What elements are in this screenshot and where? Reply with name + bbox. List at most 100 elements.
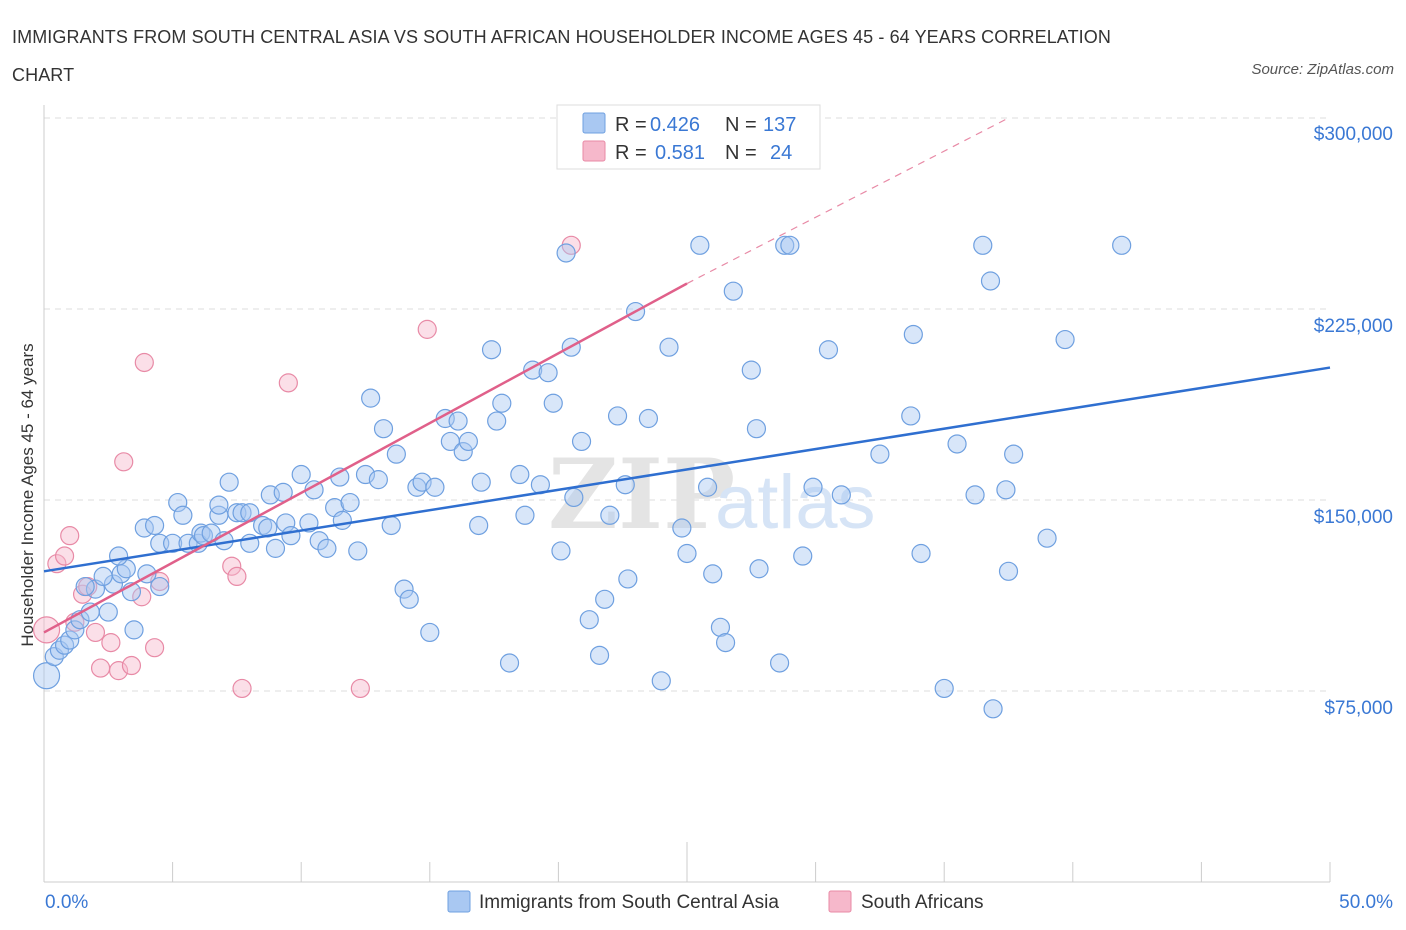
south-central-asia-point-83 xyxy=(538,363,558,383)
south-africans-point-9 xyxy=(101,633,121,653)
south-central-asia-point-46 xyxy=(291,464,311,485)
south-central-asia-point-80 xyxy=(515,505,535,525)
series-label-pink: South Africans xyxy=(861,892,984,913)
south-central-asia-point-19 xyxy=(108,546,129,566)
watermark-zip: ZIP xyxy=(548,438,735,551)
south-central-asia-point-115 xyxy=(793,546,813,566)
watermark-atlas: atlas xyxy=(715,460,876,545)
south-central-asia-point-131 xyxy=(1004,444,1024,464)
south-africans-point-11 xyxy=(114,452,134,472)
south-central-asia-point-57 xyxy=(361,388,381,408)
legend-r-label-pink: R = xyxy=(615,142,647,164)
correlation-legend: R = 0.426 N = 137 R = 0.581 N = 24 xyxy=(556,104,821,170)
south-central-asia-point-111 xyxy=(749,559,769,579)
south-central-asia-point-73 xyxy=(469,515,489,536)
south-central-asia-point-70 xyxy=(448,411,468,431)
x-tick-marks xyxy=(43,105,1331,882)
south-central-asia-point-12 xyxy=(93,566,113,587)
south-central-asia-point-18 xyxy=(150,576,170,597)
south-central-asia-point-109 xyxy=(741,360,761,380)
legend-n-label-blue: N = xyxy=(725,114,757,136)
south-africans-point-22 xyxy=(417,319,437,339)
south-central-asia-point-124 xyxy=(947,434,967,454)
south-africans-point-3 xyxy=(60,526,80,546)
south-central-asia-point-2 xyxy=(49,640,70,660)
south-central-asia-point-129 xyxy=(996,480,1016,500)
y-tick-label-150000: $150,000 xyxy=(1314,507,1393,528)
south-central-asia-point-86 xyxy=(556,243,576,263)
south-central-asia-point-42 xyxy=(265,538,286,558)
south-central-asia-point-65 xyxy=(412,472,432,492)
south-central-asia-point-54 xyxy=(340,492,360,513)
south-central-asia-point-110 xyxy=(746,419,767,439)
y-tick-label-75000: $75,000 xyxy=(1324,698,1393,719)
trend-lines xyxy=(43,117,1331,634)
south-central-asia-point-101 xyxy=(672,518,692,538)
south-central-asia-point-90 xyxy=(579,610,599,630)
x-tick-label-min: 0.0% xyxy=(45,892,88,913)
south-central-asia-point-91 xyxy=(589,645,610,665)
legend-r-value-pink: 0.581 xyxy=(655,142,705,164)
south-central-asia-point-89 xyxy=(571,431,592,452)
south-central-asia-point-132 xyxy=(1037,528,1057,548)
south-central-asia-point-17 xyxy=(124,620,144,640)
south-central-asia-point-103 xyxy=(690,235,710,255)
south-central-asia-point-98 xyxy=(638,408,659,429)
south-central-asia-point-133 xyxy=(1055,329,1075,350)
south-central-asia-point-59 xyxy=(373,419,394,439)
south-central-asia-point-88 xyxy=(564,487,584,508)
south-central-asia-point-130 xyxy=(998,561,1019,581)
south-central-asia-point-100 xyxy=(659,337,679,357)
series-swatch-blue xyxy=(447,890,471,913)
south-central-asia-point-34 xyxy=(219,472,239,492)
south-central-asia-point-62 xyxy=(394,579,414,599)
south-africans-points xyxy=(32,235,581,699)
south-africans-point-10 xyxy=(108,661,129,681)
south-central-asia-point-32 xyxy=(209,495,229,515)
source-credit: Source: ZipAtlas.com xyxy=(1251,61,1394,78)
south-africans-point-7 xyxy=(85,622,106,643)
south-central-asia-point-50 xyxy=(317,538,337,558)
south-central-asia-point-55 xyxy=(348,541,368,561)
south-central-asia-point-123 xyxy=(934,678,954,699)
south-central-asia-point-5 xyxy=(65,620,85,640)
south-central-asia-point-116 xyxy=(803,477,823,497)
south-central-asia-point-134 xyxy=(1112,235,1132,255)
chart-title: IMMIGRANTS FROM SOUTH CENTRAL ASIA VS SO… xyxy=(12,27,1111,85)
south-central-asia-point-49 xyxy=(309,531,329,551)
series-legend: Immigrants from South Central Asia South… xyxy=(447,890,984,913)
x-tick-label-max: 50.0% xyxy=(1339,892,1393,913)
south-central-asia-point-102 xyxy=(677,543,697,564)
south-central-asia-point-125 xyxy=(965,485,985,505)
south-central-asia-point-112 xyxy=(769,653,790,673)
south-africans-point-19 xyxy=(232,678,252,699)
south-central-asia-point-117 xyxy=(818,340,839,360)
south-central-asia-point-79 xyxy=(510,464,530,485)
legend-swatch-blue xyxy=(582,112,606,134)
south-africans-point-12 xyxy=(121,655,142,676)
south-africans-point-21 xyxy=(350,678,370,699)
south-central-asia-point-72 xyxy=(458,431,478,452)
south-central-asia-point-120 xyxy=(901,406,921,426)
south-central-asia-point-58 xyxy=(368,470,388,490)
south-central-asia-point-23 xyxy=(163,533,183,553)
south-africans-point-2 xyxy=(54,546,75,566)
trend-extension-south-africans xyxy=(686,117,1009,285)
south-central-asia-point-71 xyxy=(453,442,473,462)
legend-r-value-blue: 0.426 xyxy=(650,114,700,136)
south-central-asia-point-36 xyxy=(232,503,252,523)
south-central-asia-point-8 xyxy=(98,602,118,622)
south-central-asia-point-126 xyxy=(973,235,993,255)
south-central-asia-point-60 xyxy=(381,515,401,536)
south-central-asia-point-119 xyxy=(870,444,890,464)
trend-line-south-central-asia xyxy=(43,366,1331,573)
series-label-blue: Immigrants from South Central Asia xyxy=(479,892,779,913)
south-africans-point-13 xyxy=(132,587,152,607)
south-central-asia-point-75 xyxy=(481,340,502,360)
legend-r-label-blue: R = xyxy=(615,114,647,136)
south-central-asia-point-85 xyxy=(551,541,571,561)
south-central-asia-point-92 xyxy=(595,589,615,609)
south-central-asia-point-78 xyxy=(499,653,520,673)
legend-n-value-pink: 24 xyxy=(770,142,792,164)
